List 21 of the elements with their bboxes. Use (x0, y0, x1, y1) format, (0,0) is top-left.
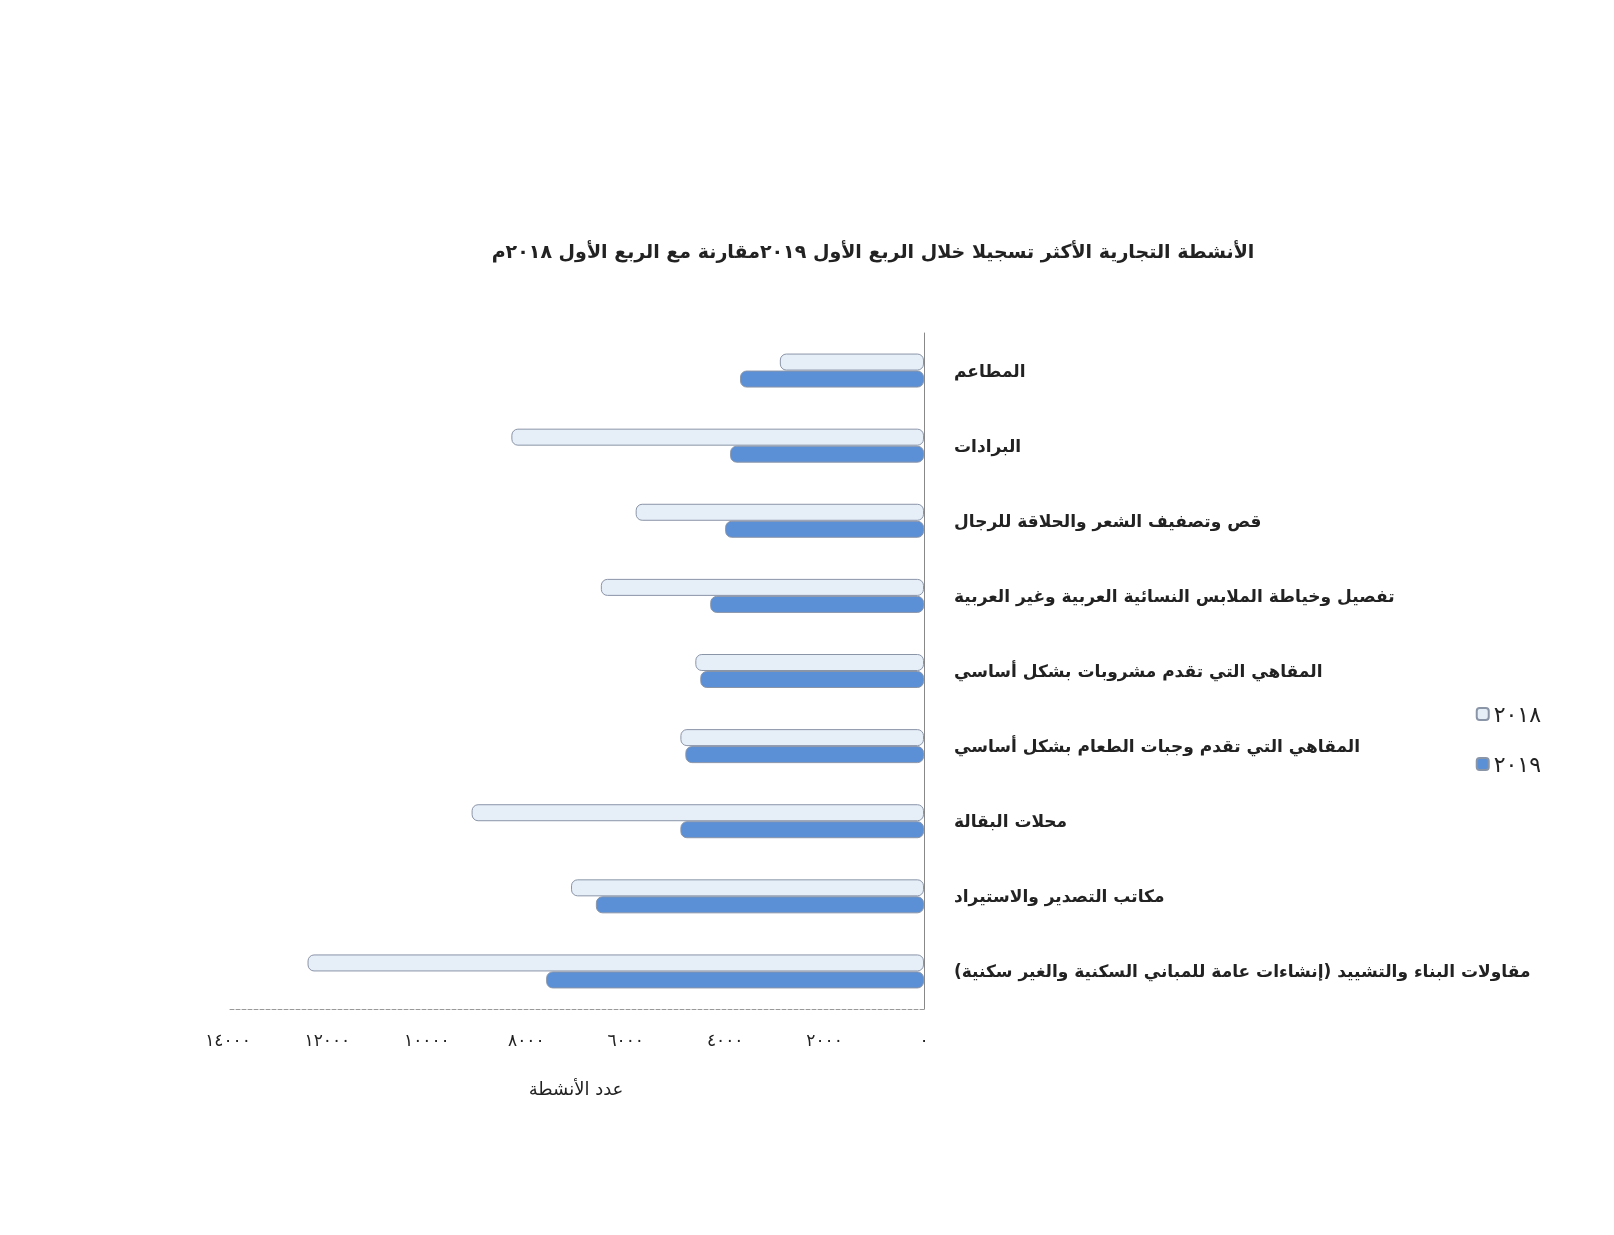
x-axis-title: عدد الأنشطة (528, 1077, 624, 1099)
chart-title: الأنشطة التجارية الأكثر تسجيلا خلال الربع الأول ٢٠١٩مقارنة مع الربع الأول ٢٠١٨م (491, 239, 1255, 263)
x-tick-label: ٤٠٠٠ (706, 1029, 744, 1050)
y-tick-label: المطاعم (954, 360, 1026, 381)
x-tick-label: ٠ (919, 1029, 929, 1050)
y-tick-label: مكاتب التصدير والاستيراد (954, 886, 1165, 908)
legend-label: ٢٠١٨ (1493, 701, 1542, 727)
y-tick-label: البرادات (954, 435, 1022, 457)
x-tick-label: ٦٠٠٠ (607, 1029, 644, 1050)
y-tick-label: تفصيل وخياطة الملابس النسائية العربية وغير العربية (954, 585, 1395, 607)
y-tick-label: محلات البقالة (954, 811, 1068, 832)
legend-label: ٢٠١٩ (1493, 751, 1541, 777)
x-tick-label: ٨٠٠٠ (508, 1029, 545, 1050)
y-tick-label: مقاولات البناء والتشييد (إنشاءات عامة للمباني السكنية والغير سكنية) (954, 961, 1531, 983)
x-tick-label: ٢٠٠٠ (806, 1029, 843, 1050)
y-tick-label: قص وتصفيف الشعر والحلاقة للرجال (954, 510, 1262, 532)
y-tick-label: المقاهي التي تقدم مشروبات بشكل أساسي (954, 660, 1323, 682)
x-tick-label: ١٢٠٠٠ (304, 1029, 351, 1050)
x-tick-label: ١٤٠٠٠ (205, 1029, 251, 1050)
y-tick-label: المقاهي التي تقدم وجبات الطعام بشكل أساسي (954, 735, 1360, 758)
x-tick-label: ١٠٠٠٠ (404, 1029, 450, 1050)
